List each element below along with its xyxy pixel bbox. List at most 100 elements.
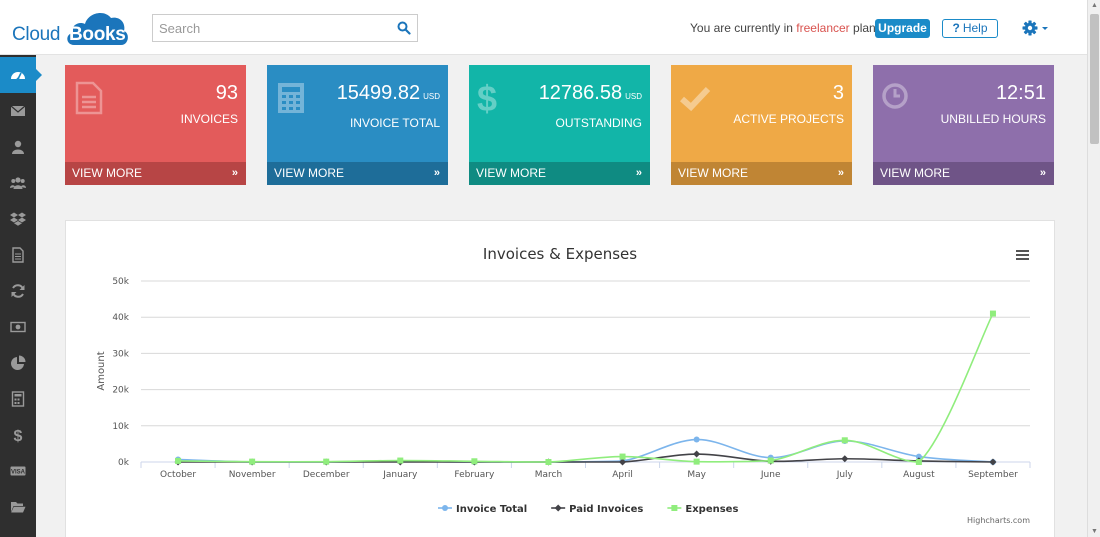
x-tick-label: January xyxy=(382,470,418,480)
help-button[interactable]: ? Help xyxy=(942,19,998,38)
y-tick-label: 20k xyxy=(112,386,129,396)
data-point-expenses xyxy=(619,453,626,460)
sidebar-item-user[interactable] xyxy=(0,129,36,165)
x-tick-label: December xyxy=(303,470,350,480)
sidebar-item-invoices[interactable] xyxy=(0,237,36,273)
folder-open-icon xyxy=(11,502,26,513)
legend-label: Paid Invoices xyxy=(569,504,643,515)
search-input[interactable] xyxy=(153,15,383,41)
sidebar-item-payments[interactable] xyxy=(0,309,36,345)
invoices-expenses-chart: Invoices & Expenses Amount 0k 10k 20k 30k 40… xyxy=(96,245,1031,525)
data-point-expenses xyxy=(915,459,922,465)
search-box xyxy=(152,14,418,42)
data-point-expenses xyxy=(545,459,552,465)
scroll-up-arrow-icon[interactable]: ▲ xyxy=(1091,2,1098,9)
view-more-label: VIEW MORE xyxy=(72,166,143,180)
y-tick-label: 30k xyxy=(112,349,129,359)
outstanding-view-more-link[interactable]: VIEW MORE » xyxy=(469,162,650,185)
data-point-expenses xyxy=(249,458,256,465)
invoices-count: 93 xyxy=(215,82,238,104)
legend-item-invoice-total[interactable]: Invoice Total xyxy=(438,504,527,515)
cloudbooks-logo[interactable]: Cloud Books xyxy=(10,8,135,48)
data-point-expenses xyxy=(693,458,700,465)
view-more-label: VIEW MORE xyxy=(678,166,749,180)
unbilled-hours-view-more-link[interactable]: VIEW MORE » xyxy=(873,162,1054,185)
outstanding-amount: 12786.58 xyxy=(538,82,623,104)
highcharts-credit[interactable]: Highcharts.com xyxy=(967,516,1030,525)
cloud-icon xyxy=(67,13,128,45)
document-icon xyxy=(12,247,24,263)
series-line-expenses xyxy=(178,313,994,463)
sidebar-item-products[interactable] xyxy=(0,201,36,237)
tile-value: 93 xyxy=(216,82,238,105)
x-tick-label: November xyxy=(229,470,276,480)
view-more-label: VIEW MORE xyxy=(880,166,951,180)
upgrade-button[interactable]: Upgrade xyxy=(875,19,930,38)
dashboard-icon xyxy=(11,72,25,81)
plan-suffix: plan. xyxy=(853,21,880,35)
scroll-down-arrow-icon[interactable]: ▼ xyxy=(1091,528,1098,535)
tile-unbilled-hours: 12:51 UNBILLED HOURS VIEW MORE » xyxy=(873,65,1054,185)
question-icon: ? xyxy=(952,21,960,35)
view-more-label: VIEW MORE xyxy=(476,166,547,180)
tile-label: OUTSTANDING xyxy=(555,116,642,130)
tile-value: 12786.58 USD xyxy=(539,82,642,105)
legend-item-expenses[interactable]: Expenses xyxy=(667,504,738,515)
dropbox-icon xyxy=(10,212,26,226)
tile-invoice-total: 15499.82 USD INVOICE TOTAL VIEW MORE » xyxy=(267,65,448,185)
tile-active-projects: 3 ACTIVE PROJECTS VIEW MORE » xyxy=(671,65,852,185)
data-point-expenses xyxy=(989,310,996,317)
sidebar-item-recurring[interactable] xyxy=(0,273,36,309)
user-icon xyxy=(12,140,24,154)
sidebar-item-clients[interactable] xyxy=(0,165,36,201)
sidebar-item-dashboard[interactable] xyxy=(0,57,42,93)
search-icon[interactable] xyxy=(397,21,411,35)
double-chevron-right-icon: » xyxy=(231,167,238,179)
data-point-paid-invoices xyxy=(841,455,849,463)
scroll-thumb[interactable] xyxy=(1090,14,1099,144)
sidebar-item-estimates[interactable] xyxy=(0,381,36,417)
svg-text:$: $ xyxy=(14,428,23,443)
invoice-total-view-more-link[interactable]: VIEW MORE » xyxy=(267,162,448,185)
sidebar-item-expenses[interactable]: $ xyxy=(0,417,36,453)
file-text-icon xyxy=(75,81,103,115)
x-tick-label: September xyxy=(968,470,1018,480)
y-axis-title: Amount xyxy=(96,351,107,390)
invoice-total-amount: 15499.82 xyxy=(336,82,421,104)
dollar-icon: $ xyxy=(14,428,23,443)
svg-text:$: $ xyxy=(477,81,497,115)
sidebar-item-billing[interactable]: VISA xyxy=(0,453,36,489)
x-tick-label: May xyxy=(687,470,706,480)
x-tick-label: October xyxy=(160,470,196,480)
checkmark-icon xyxy=(680,86,711,112)
data-point-expenses xyxy=(471,458,478,465)
page-scrollbar[interactable]: ▲ ▼ xyxy=(1087,0,1100,537)
y-tick-label: 0k xyxy=(118,458,130,468)
active-projects-view-more-link[interactable]: VIEW MORE » xyxy=(671,162,852,185)
legend-marker xyxy=(554,504,562,512)
tile-label: ACTIVE PROJECTS xyxy=(733,112,844,126)
dollar-icon: $ xyxy=(477,81,497,115)
x-tick-label: March xyxy=(535,470,562,480)
data-point-invoice-total xyxy=(915,453,922,460)
settings-gear-icon[interactable] xyxy=(1022,19,1050,37)
logo-text-books: Books xyxy=(69,24,126,45)
legend-item-paid-invoices[interactable]: Paid Invoices xyxy=(551,504,643,515)
sidebar-item-reports[interactable] xyxy=(0,345,36,381)
chart-menu-icon[interactable] xyxy=(1016,250,1029,260)
pie-chart-icon xyxy=(11,355,26,370)
chart-title: Invoices & Expenses xyxy=(483,245,637,263)
refresh-icon xyxy=(11,284,25,298)
sidebar-item-mail[interactable] xyxy=(0,93,36,129)
x-tick-label: February xyxy=(454,470,495,480)
sidebar-item-files[interactable] xyxy=(0,489,36,525)
currency-unit: USD xyxy=(625,92,642,101)
svg-text:VISA: VISA xyxy=(11,470,26,476)
data-point-invoice-total xyxy=(693,436,700,443)
logo-text-cloud: Cloud xyxy=(12,24,61,45)
invoices-view-more-link[interactable]: VIEW MORE » xyxy=(65,162,246,185)
tile-value: 12:51 xyxy=(996,82,1046,105)
help-label: Help xyxy=(962,21,988,35)
visa-card-icon: VISA xyxy=(10,466,26,476)
legend-label: Invoice Total xyxy=(456,504,527,515)
